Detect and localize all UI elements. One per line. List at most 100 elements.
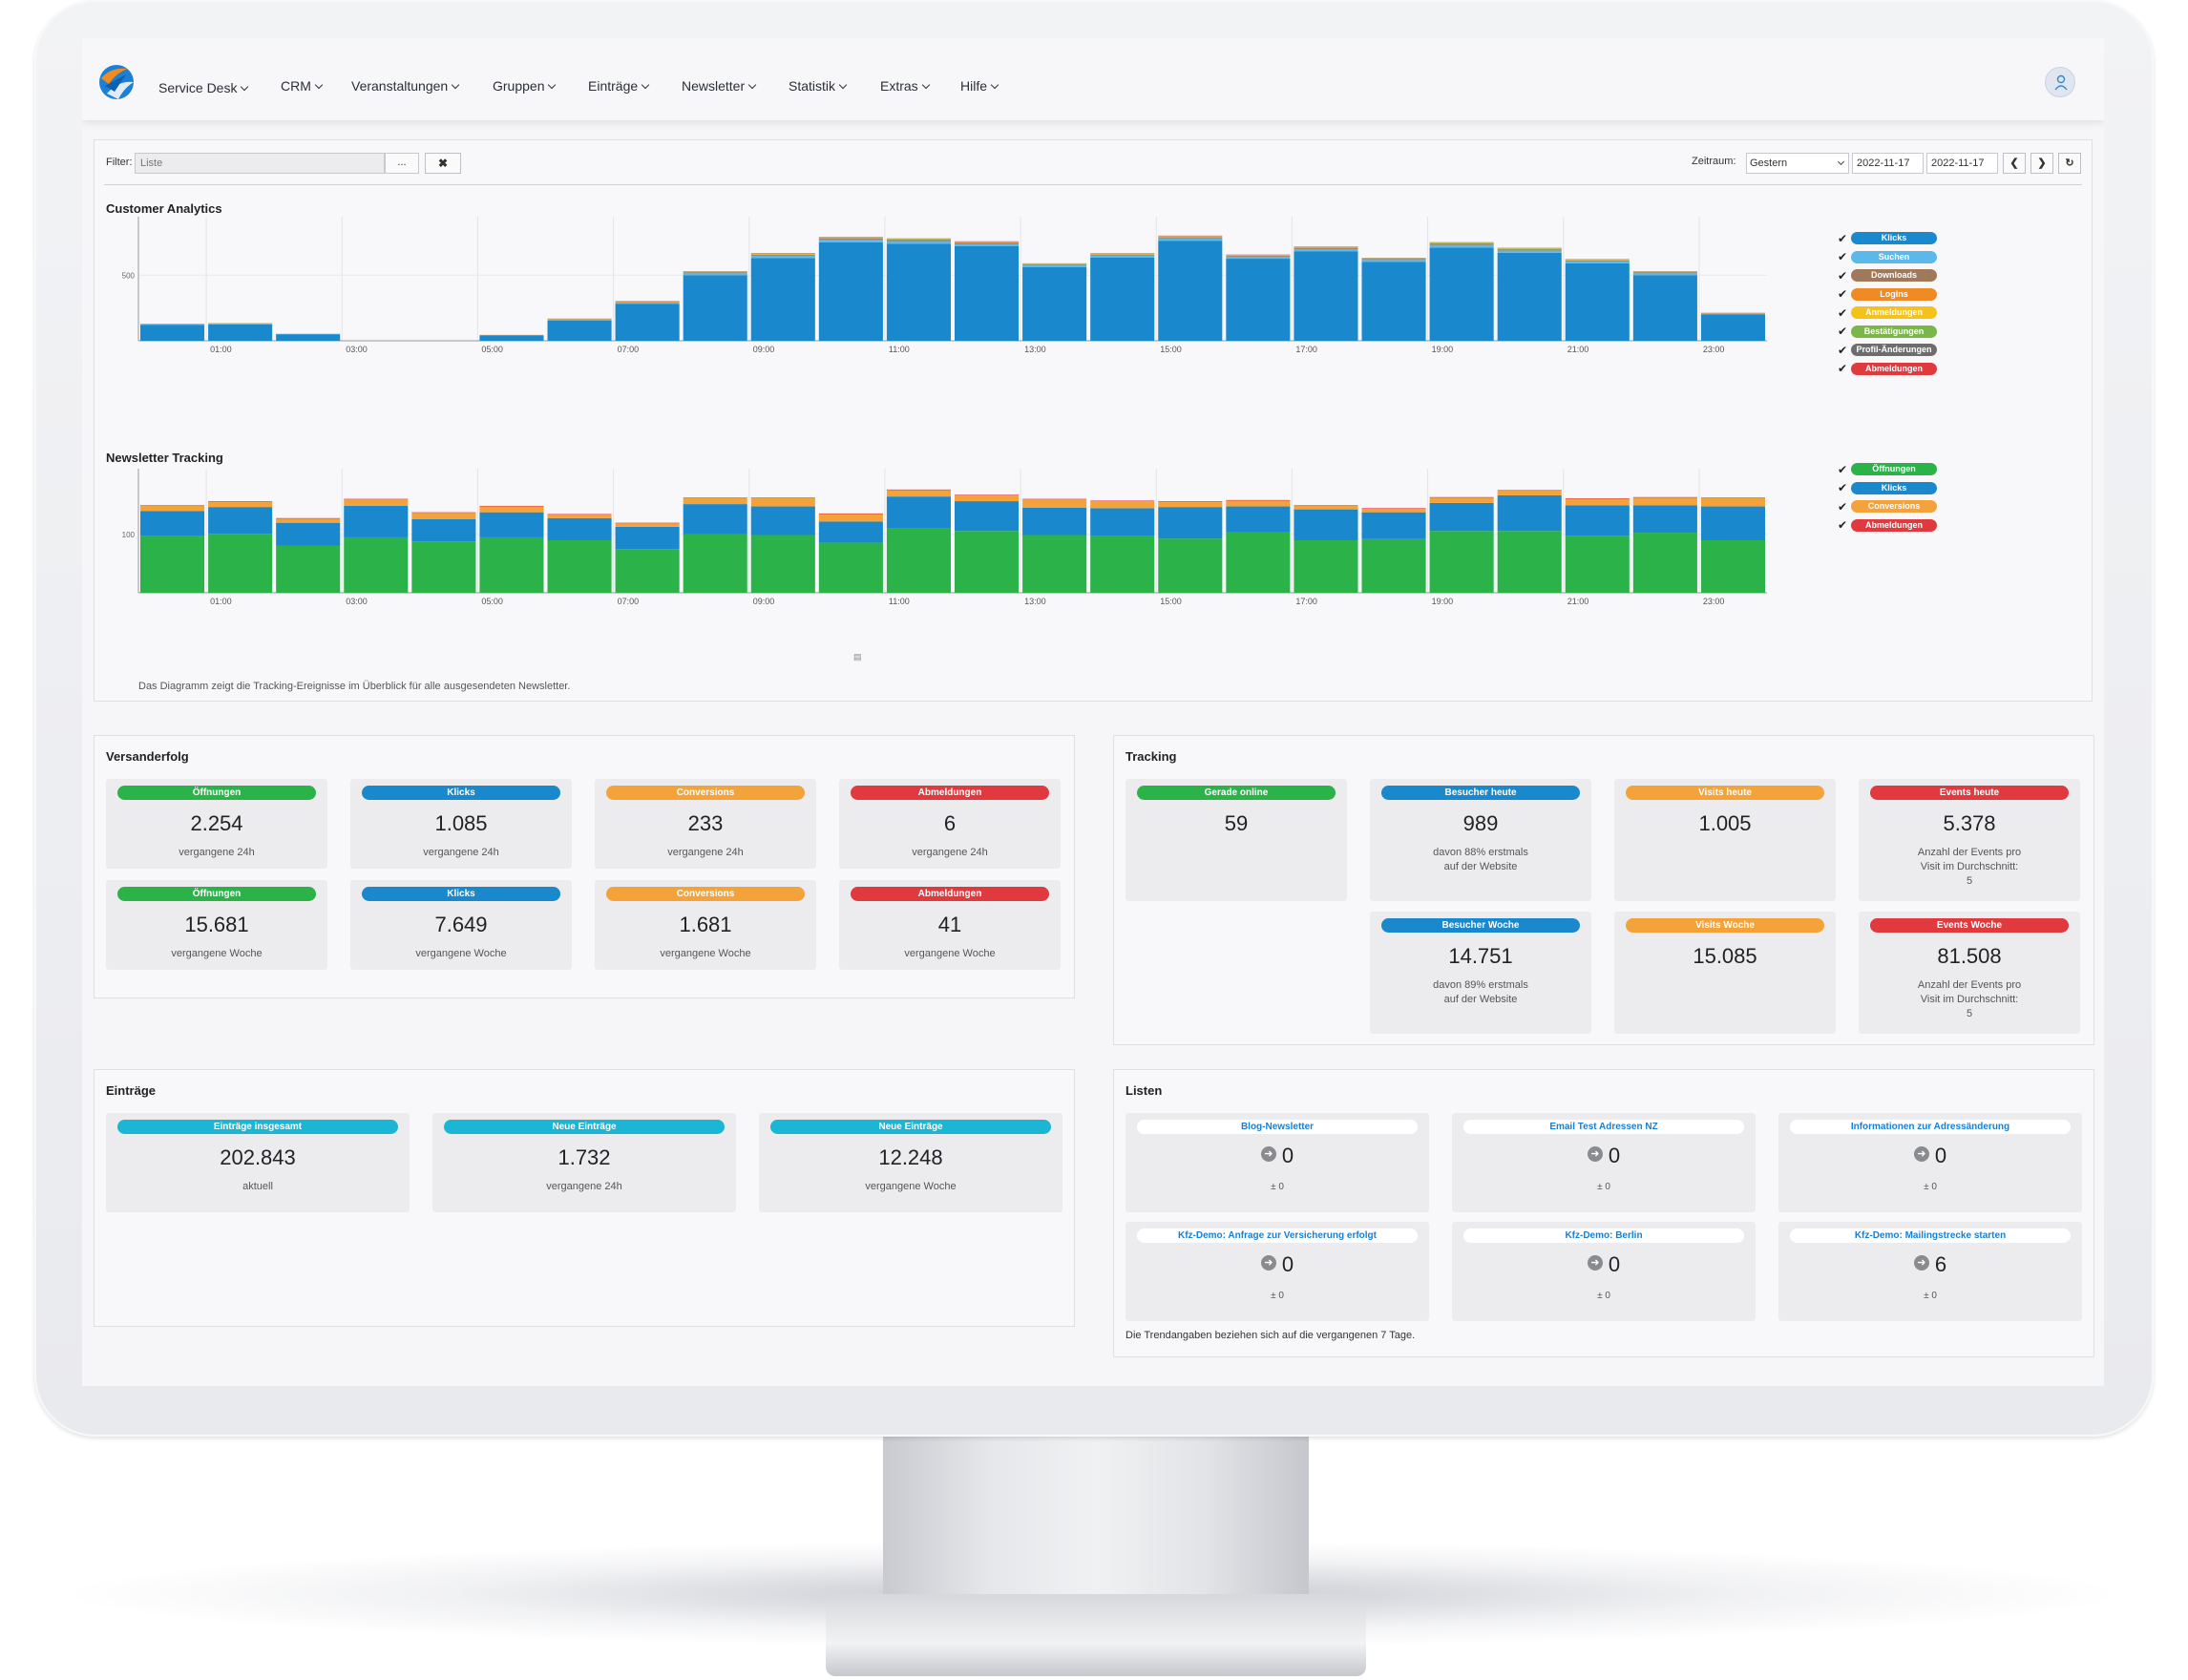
list-name-link[interactable]: Kfz-Demo: Mailingstrecke starten [1790,1228,2071,1243]
eintraege-card: Neue Einträge 12.248 vergangene Woche [759,1113,1062,1212]
list-card[interactable]: Informationen zur Adressänderung ➜ 0 ± 0 [1778,1113,2082,1212]
bar-klicks [479,335,544,341]
filter-divider [104,184,2082,185]
list-card[interactable]: Kfz-Demo: Berlin ➜ 0 ± 0 [1452,1222,1756,1321]
filter-more-button[interactable]: ... [385,153,419,174]
bar-suchen [683,273,747,276]
legend-item[interactable]: ✔ Abmeldungen [1838,362,1937,375]
date-from-input[interactable]: 2022-11-17 [1852,153,1924,174]
bar-suchen [1294,249,1358,252]
bar-conversions [276,518,341,523]
kpi-value: 1.681 [679,913,732,936]
list-trend: ± 0 [1924,1291,1937,1301]
list-name-link[interactable]: Email Test Adressen NZ [1463,1120,1744,1134]
tracking-card: Gerade online 59 [1126,779,1347,901]
bar-logins [1497,248,1562,250]
x-tick-label: 09:00 [753,345,775,354]
checkmark-icon: ✔ [1838,287,1848,302]
legend-item[interactable]: ✔ Profil-Änderungen [1838,344,1937,357]
list-card[interactable]: Kfz-Demo: Mailingstrecke starten ➜ 6 ± 0 [1778,1222,2082,1321]
list-name-link[interactable]: Kfz-Demo: Anfrage zur Versicherung erfol… [1137,1228,1418,1243]
list-trend: ± 0 [1271,1291,1284,1301]
filter-list-input[interactable] [135,153,385,174]
chart-expand-icon[interactable]: ▤ [853,652,862,662]
bar-klicks [1565,505,1630,536]
nav-item-veranstaltungen[interactable]: Veranstaltungen [351,78,460,94]
newsletter-tracking-title: Newsletter Tracking [106,451,223,465]
eintraege-card: Einträge insgesamt 202.843 aktuell [106,1113,410,1212]
trend-arrow-icon: ➜ [1913,1255,1929,1271]
list-name-link[interactable]: Blog-Newsletter [1137,1120,1418,1134]
bar-klicks [683,504,747,535]
nav-item-gruppen[interactable]: Gruppen [493,78,557,94]
legend-item[interactable]: ✔ Bestätigungen [1838,325,1937,338]
legend-item[interactable]: ✔ Conversions [1838,500,1937,514]
date-to-input[interactable]: 2022-11-17 [1926,153,1998,174]
bar-logins [1158,237,1223,238]
legend-item[interactable]: ✔ Anmeldungen [1838,306,1937,320]
nav-item-einträge[interactable]: Einträge [588,78,650,94]
list-value-row: ➜ 0 [1778,1144,2082,1168]
versanderfolg-title: Versanderfolg [106,749,189,764]
bar-abmeldungen [1700,497,1765,498]
next-period-button[interactable]: ❯ [2030,153,2053,174]
legend-label: Abmeldungen [1851,518,1937,532]
nav-item-service-desk[interactable]: Service Desk [158,80,249,95]
bar-klicks [1700,314,1765,341]
legend-item[interactable]: ✔ Downloads [1838,269,1937,283]
chevron-down-icon [990,80,999,90]
brand-logo-icon[interactable] [97,61,136,103]
x-tick-label: 01:00 [210,345,232,354]
bar-abmeldungen [140,505,205,506]
bar-öffnungen [1361,538,1426,593]
refresh-button[interactable]: ↻ [2058,153,2081,174]
y-tick-label: 100 [122,531,136,539]
nav-item-extras[interactable]: Extras [880,78,930,94]
kpi-badge: Gerade online [1137,786,1336,800]
x-tick-label: 21:00 [1567,597,1589,606]
checkmark-icon: ✔ [1838,499,1848,514]
legend-item[interactable]: ✔ Abmeldungen [1838,518,1937,532]
bar-downloads [683,272,747,274]
eintraege-panel: Einträge Einträge insgesamt 202.843 aktuel… [94,1069,1075,1327]
filter-clear-button[interactable]: ✖ [425,153,461,174]
bar-klicks [1226,506,1291,533]
kpi-value: 6 [943,811,957,835]
bar-öffnungen [479,536,544,593]
nav-item-statistik[interactable]: Statistik [789,78,848,94]
legend-item[interactable]: ✔ Klicks [1838,481,1937,495]
list-name-link[interactable]: Kfz-Demo: Berlin [1463,1228,1744,1243]
bar-suchen [1158,238,1223,242]
zeitraum-select[interactable]: Gestern [1746,153,1849,174]
nav-item-newsletter[interactable]: Newsletter [682,78,757,94]
previous-period-button[interactable]: ❮ [2003,153,2026,174]
bar-klicks [1429,502,1494,532]
kpi-badge: Öffnungen [117,887,316,901]
list-name-link[interactable]: Informationen zur Adressänderung [1790,1120,2071,1134]
legend-label: Bestätigungen [1851,325,1937,338]
bar-klicks [344,505,409,537]
listen-panel: Listen Die Trendangaben beziehen sich au… [1113,1069,2094,1357]
bar-klicks [1294,251,1358,341]
legend-item[interactable]: ✔ Öffnungen [1838,463,1937,476]
user-avatar-button[interactable] [2045,67,2075,97]
legend-item[interactable]: ✔ Suchen [1838,250,1937,263]
nav-item-crm[interactable]: CRM [281,78,324,94]
kpi-caption: vergangene 24h [912,847,988,858]
list-card[interactable]: Email Test Adressen NZ ➜ 0 ± 0 [1452,1113,1756,1212]
bar-conversions [344,499,409,506]
kpi-value: 81.508 [1937,944,2002,968]
list-value-row: ➜ 6 [1778,1252,2082,1277]
legend-item[interactable]: ✔ Logins [1838,287,1937,302]
nav-item-hilfe[interactable]: Hilfe [960,78,999,94]
bar-suchen [1022,265,1087,267]
bar-suchen [1497,250,1562,253]
list-card[interactable]: Blog-Newsletter ➜ 0 ± 0 [1126,1113,1429,1212]
bar-downloads [615,302,680,304]
bar-suchen [1632,273,1697,276]
bar-abmeldungen [615,522,680,524]
legend-item[interactable]: ✔ Klicks [1838,232,1937,245]
list-card[interactable]: Kfz-Demo: Anfrage zur Versicherung erfol… [1126,1222,1429,1321]
checkmark-icon: ✔ [1838,481,1848,495]
bar-conversions [1226,500,1291,507]
